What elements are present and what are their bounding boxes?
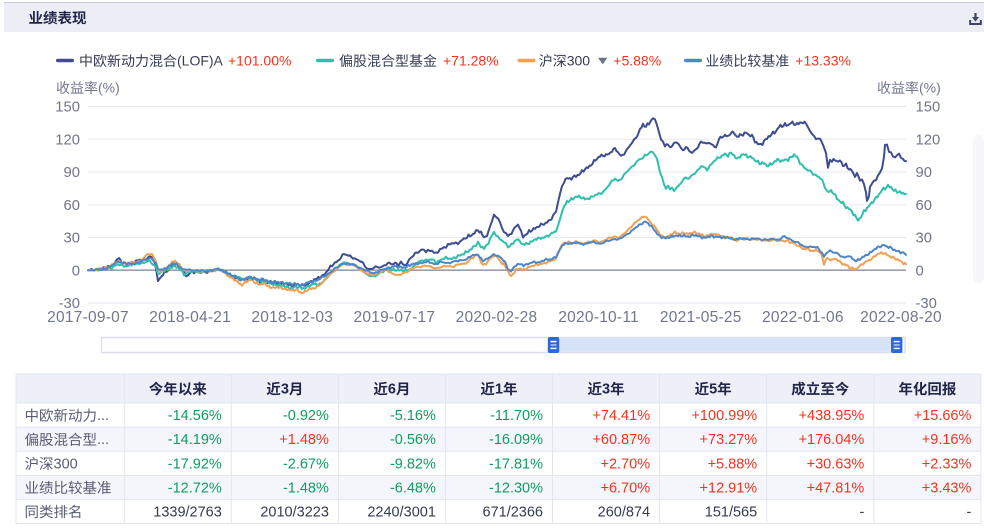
svg-text:3: 3	[602, 381, 610, 397]
svg-text:30: 30	[64, 231, 80, 247]
svg-text:...: ...	[97, 408, 109, 424]
svg-text:2021-05-25: 2021-05-25	[660, 309, 742, 326]
svg-text:+6.70%: +6.70%	[601, 480, 651, 496]
svg-text:-17.81%: -17.81%	[489, 456, 543, 472]
svg-text:+1.48%: +1.48%	[279, 432, 329, 448]
svg-text:+5.88%: +5.88%	[708, 456, 758, 472]
svg-text:-2.67%: -2.67%	[283, 456, 329, 472]
svg-text:-12.72%: -12.72%	[168, 480, 222, 496]
svg-text:90: 90	[64, 165, 80, 181]
svg-text:-12.30%: -12.30%	[489, 480, 543, 496]
svg-text:90: 90	[916, 165, 932, 181]
svg-text:-5.16%: -5.16%	[390, 408, 436, 424]
svg-text:6: 6	[388, 381, 396, 397]
svg-text:300: 300	[54, 456, 78, 472]
svg-text:+3.43%: +3.43%	[922, 480, 972, 496]
svg-text:+2.33%: +2.33%	[922, 456, 972, 472]
svg-text:2019-07-17: 2019-07-17	[353, 309, 435, 326]
svg-text:(%): (%)	[919, 79, 941, 95]
svg-text:2022-01-06: 2022-01-06	[762, 309, 844, 326]
svg-text:+60.87%: +60.87%	[592, 432, 650, 448]
svg-text:1339/2763: 1339/2763	[153, 504, 222, 520]
svg-text:2010/3223: 2010/3223	[260, 504, 329, 520]
svg-text:-14.56%: -14.56%	[168, 408, 222, 424]
svg-text:0: 0	[72, 263, 80, 279]
svg-text:+30.63%: +30.63%	[807, 456, 865, 472]
svg-text:+176.04%: +176.04%	[799, 432, 865, 448]
svg-text:260/874: 260/874	[598, 504, 650, 520]
svg-text:2240/3001: 2240/3001	[367, 504, 436, 520]
svg-text:-: -	[859, 504, 864, 520]
svg-text:+13.33%: +13.33%	[795, 52, 851, 68]
svg-text:-14.19%: -14.19%	[168, 432, 222, 448]
svg-text:120: 120	[55, 132, 80, 148]
svg-text:+15.66%: +15.66%	[914, 408, 972, 424]
svg-text:3: 3	[281, 381, 289, 397]
svg-text:60: 60	[916, 198, 932, 214]
svg-text:1: 1	[495, 381, 503, 397]
svg-text:5: 5	[709, 381, 717, 397]
svg-text:+71.28%: +71.28%	[443, 52, 499, 68]
svg-text:150: 150	[916, 100, 941, 116]
svg-text:+5.88%: +5.88%	[613, 52, 661, 68]
svg-text:-0.56%: -0.56%	[390, 432, 436, 448]
svg-text:+73.27%: +73.27%	[700, 432, 758, 448]
svg-text:300: 300	[567, 52, 591, 68]
svg-text:(%): (%)	[98, 79, 120, 95]
svg-text:-6.48%: -6.48%	[390, 480, 436, 496]
svg-text:2022-08-20: 2022-08-20	[860, 309, 942, 326]
svg-text:60: 60	[64, 198, 80, 214]
svg-text:-0.92%: -0.92%	[283, 408, 329, 424]
svg-text:30: 30	[916, 231, 932, 247]
svg-text:-17.92%: -17.92%	[168, 456, 222, 472]
svg-text:-11.70%: -11.70%	[490, 408, 543, 424]
svg-text:+100.99%: +100.99%	[691, 408, 757, 424]
svg-text:+101.00%: +101.00%	[228, 52, 291, 68]
svg-text:-30: -30	[59, 296, 80, 312]
svg-text:-1.48%: -1.48%	[283, 480, 329, 496]
svg-text:671/2366: 671/2366	[483, 504, 543, 520]
svg-text:+9.16%: +9.16%	[922, 432, 972, 448]
svg-text:+2.70%: +2.70%	[601, 456, 651, 472]
svg-text:+438.95%: +438.95%	[799, 408, 865, 424]
svg-text:+47.81%: +47.81%	[807, 480, 865, 496]
svg-text:2020-02-28: 2020-02-28	[456, 309, 538, 326]
svg-text:2018-04-21: 2018-04-21	[149, 309, 231, 326]
svg-text:0: 0	[916, 263, 924, 279]
svg-text:-: -	[967, 504, 972, 520]
svg-text:+12.91%: +12.91%	[700, 480, 758, 496]
svg-text:150: 150	[55, 100, 80, 116]
svg-text:-16.09%: -16.09%	[489, 432, 543, 448]
svg-text:...: ...	[97, 432, 109, 448]
svg-text:-9.82%: -9.82%	[390, 456, 436, 472]
svg-text:(LOF)A: (LOF)A	[177, 52, 224, 68]
svg-text:2020-10-11: 2020-10-11	[558, 309, 639, 326]
svg-text:2018-12-03: 2018-12-03	[251, 309, 333, 326]
svg-text:-30: -30	[916, 296, 937, 312]
svg-text:151/565: 151/565	[705, 504, 757, 520]
svg-text:+74.41%: +74.41%	[592, 408, 650, 424]
svg-text:2017-09-07: 2017-09-07	[47, 309, 129, 326]
svg-text:120: 120	[916, 132, 941, 148]
